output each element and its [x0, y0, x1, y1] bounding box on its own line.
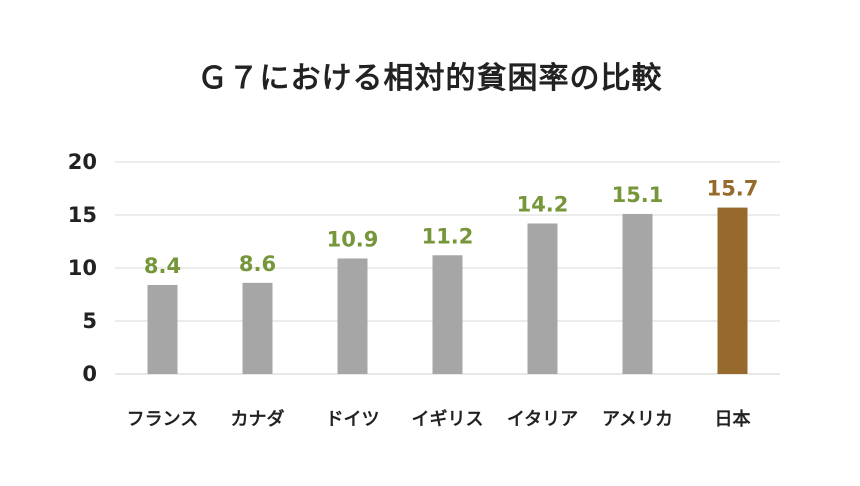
- data-label: 10.9: [327, 227, 379, 251]
- y-tick-label: 20: [68, 150, 97, 174]
- x-axis-category-labels: フランス カナダ ドイツ イギリス イタリア アメリカ 日本: [127, 408, 751, 430]
- data-label: 11.2: [422, 224, 474, 248]
- x-category-label: アメリカ: [602, 409, 673, 430]
- bar: [717, 207, 748, 374]
- bar: [242, 282, 273, 374]
- data-label: 8.4: [144, 254, 181, 278]
- y-axis-tick-labels: 0 5 10 15 20: [68, 150, 97, 386]
- y-tick-label: 15: [68, 203, 97, 227]
- data-label: 15.1: [612, 183, 664, 207]
- chart-title: Ｇ７における相対的貧困率の比較: [198, 61, 663, 96]
- y-tick-label: 10: [68, 256, 97, 280]
- data-label: 14.2: [517, 192, 569, 216]
- y-tick-label: 5: [82, 309, 97, 333]
- bar: [337, 258, 368, 374]
- data-label: 8.6: [239, 252, 276, 276]
- x-category-label: イタリア: [507, 409, 578, 430]
- data-label: 15.7: [707, 177, 759, 201]
- x-category-label: カナダ: [231, 408, 285, 430]
- bars: [147, 207, 748, 374]
- y-tick-label: 0: [82, 362, 97, 386]
- x-category-label: フランス: [127, 409, 199, 430]
- bar: [432, 255, 463, 374]
- bar: [147, 284, 178, 374]
- bar: [622, 213, 653, 374]
- x-category-label: イギリス: [412, 409, 484, 430]
- x-category-label: 日本: [715, 408, 751, 430]
- data-labels: 8.4 8.6 10.9 11.2 14.2 15.1 15.7: [144, 177, 759, 278]
- x-category-label: ドイツ: [326, 409, 380, 430]
- bar: [527, 223, 558, 374]
